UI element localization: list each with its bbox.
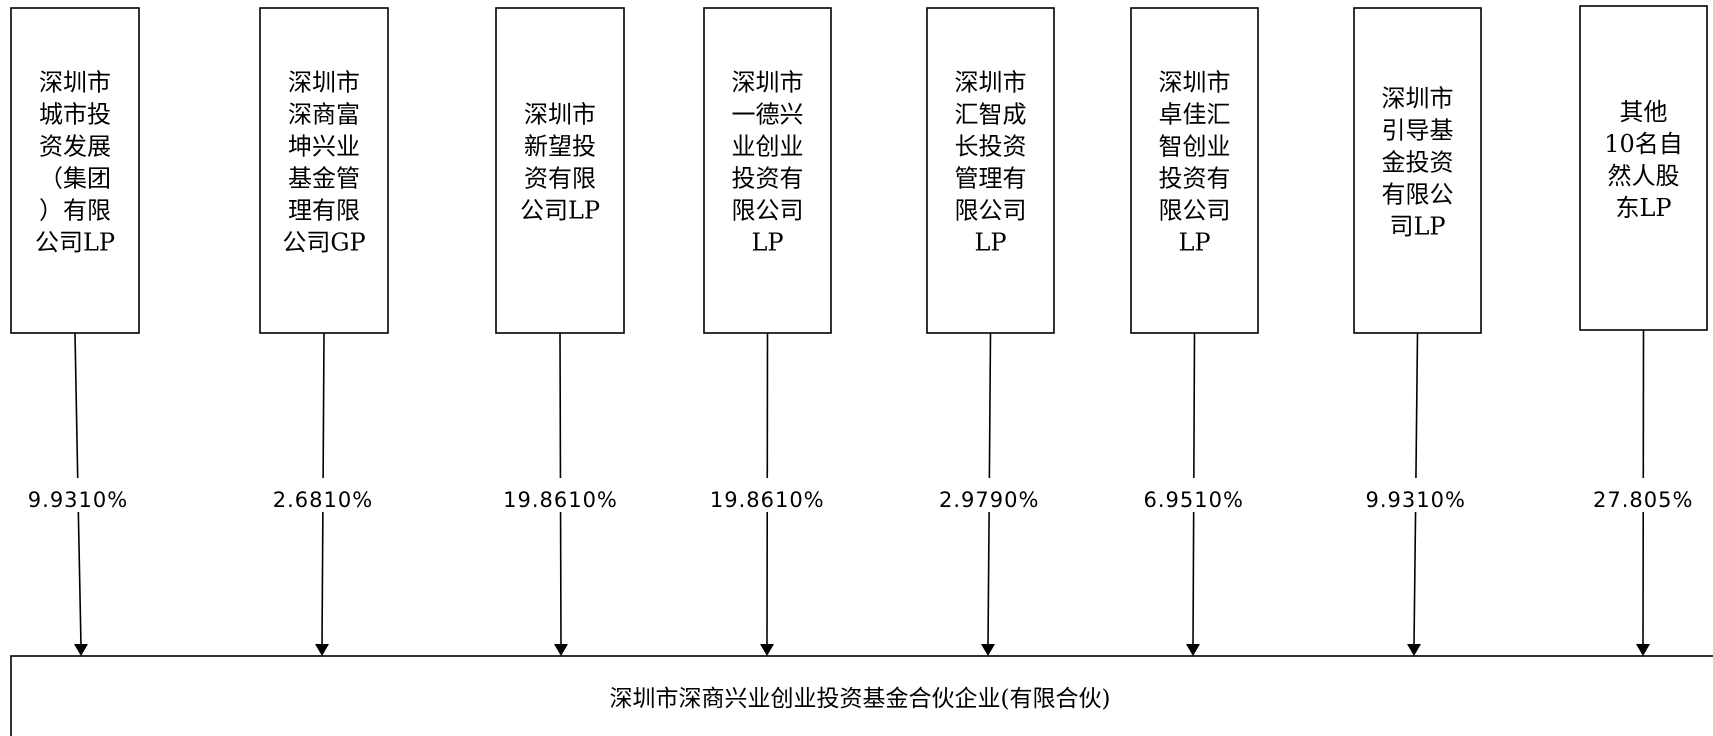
shareholder-name-line: 一德兴 [732, 101, 804, 129]
target-entity-box [10, 655, 1713, 736]
shareholder-name-line: 引导基 [1382, 117, 1454, 145]
target-entity: 深圳市深商兴业创业投资基金合伙企业(有限合伙) [10, 655, 1713, 736]
link-upper-segment [74, 332, 79, 479]
ownership-link: 19.8610% [710, 332, 825, 656]
shareholder-box [1130, 7, 1259, 334]
arrowhead-icon [981, 644, 995, 656]
shareholder-name-line: 管理有 [955, 165, 1027, 193]
shareholder-name-line: 投资有 [732, 165, 804, 193]
arrowhead-icon [1186, 644, 1200, 656]
ownership-percentage: 9.9310% [1366, 488, 1466, 512]
shareholder-name-line: 其他 [1620, 98, 1668, 126]
shareholder-box [926, 7, 1055, 334]
link-upper-segment [322, 332, 325, 479]
ownership-percentage: 19.8610% [710, 488, 825, 512]
arrowhead-icon [1407, 644, 1421, 656]
shareholder-name-line: 深商富 [288, 101, 360, 129]
shareholder-name-line: 长投资 [955, 133, 1027, 161]
ownership-link: 2.9790% [939, 332, 1039, 656]
shareholder-name-line: 深圳市 [1159, 69, 1231, 97]
shareholder-name-line: 深圳市 [732, 69, 804, 97]
link-lower-segment [77, 511, 82, 647]
shareholder-name-line: 卓佳汇 [1159, 101, 1231, 129]
shareholder-name-line: 深圳市 [39, 69, 111, 97]
shareholder-name-line: 深圳市 [288, 69, 360, 97]
arrowhead-icon [554, 644, 568, 656]
ownership-percentage: 9.9310% [28, 488, 128, 512]
shareholder-name-line: 限公司 [955, 197, 1027, 225]
shareholder-name-line: 深圳市 [524, 101, 596, 129]
arrowhead-icon [315, 644, 329, 656]
shareholder-name-line: 智创业 [1159, 133, 1231, 161]
shareholder-name-line: 东LP [1615, 194, 1671, 222]
shareholder-box [10, 7, 140, 334]
link-upper-segment [988, 332, 992, 479]
target-entity-name: 深圳市深商兴业创业投资基金合伙企业(有限合伙) [610, 686, 1111, 712]
link-lower-segment [321, 511, 324, 647]
shareholder-name-line: 理有限 [288, 197, 360, 225]
ownership-percentage: 2.6810% [273, 488, 373, 512]
shareholder-name-line: ）有限 [39, 197, 111, 225]
ownership-links: 9.9310% 2.6810% 19.8610% 19.8610% 2.9790% 6.9… [28, 329, 1693, 656]
shareholder-name-line: 投资有 [1159, 165, 1231, 193]
shareholder-name-line: 有限公 [1382, 181, 1454, 209]
ownership-percentage: 2.9790% [939, 488, 1039, 512]
shareholder-name-line: 公司LP [520, 197, 600, 225]
shareholder-box [495, 7, 625, 334]
link-lower-segment [1413, 511, 1417, 647]
ownership-link: 27.805% [1593, 329, 1693, 656]
shareholder-name-line: LP [751, 229, 783, 257]
shareholder-name-line: 坤兴业 [288, 133, 360, 161]
shareholder-name-line: 然人股 [1608, 162, 1680, 190]
ownership-link: 19.8610% [503, 332, 618, 656]
ownership-link: 6.9510% [1144, 332, 1244, 656]
shareholder-name-line: 深圳市 [1382, 85, 1454, 113]
link-lower-segment [987, 511, 990, 647]
shareholder-name-line: 新望投 [524, 133, 596, 161]
link-upper-segment [1193, 332, 1196, 479]
shareholder-name-line: 基金管 [288, 165, 360, 193]
link-lower-segment [1192, 511, 1195, 647]
shareholder-nodes: 深圳市城市投资发展（集团）有限公司LP深圳市深商富坤兴业基金管理有限公司GP深圳… [10, 5, 1708, 334]
ownership-percentage: 27.805% [1593, 488, 1693, 512]
shareholder-name-line: 限公司 [1159, 197, 1231, 225]
shareholder-name-line: （集团 [39, 165, 111, 193]
link-upper-segment [1415, 332, 1419, 479]
shareholder-name-line: 公司LP [35, 229, 115, 257]
shareholder-name-line: 公司GP [282, 229, 365, 257]
shareholder-name-line: 城市投 [39, 101, 111, 129]
shareholder-box [259, 7, 389, 334]
shareholder-name-line: 限公司 [732, 197, 804, 225]
shareholder-name-line: 资发展 [39, 133, 111, 161]
shareholder-box [1579, 5, 1708, 331]
shareholder-name-line: 资有限 [524, 165, 596, 193]
ownership-percentage: 19.8610% [503, 488, 618, 512]
shareholder-name-line: 司LP [1389, 213, 1445, 241]
arrowhead-icon [74, 644, 88, 656]
shareholder-name-line: 10名自 [1604, 130, 1683, 158]
shareholder-box [703, 7, 832, 334]
shareholder-name-line: LP [974, 229, 1006, 257]
shareholder-name-line: 业创业 [732, 133, 804, 161]
ownership-percentage: 6.9510% [1144, 488, 1244, 512]
arrowhead-icon [1636, 644, 1650, 656]
ownership-link: 9.9310% [28, 332, 128, 656]
shareholder-name-line: 金投资 [1382, 149, 1454, 177]
shareholder-name-line: 汇智成 [955, 101, 1027, 129]
arrowhead-icon [760, 644, 774, 656]
ownership-link: 9.9310% [1366, 332, 1466, 656]
ownership-link: 2.6810% [273, 332, 373, 656]
shareholder-name-line: LP [1178, 229, 1210, 257]
shareholder-name-line: 深圳市 [955, 69, 1027, 97]
